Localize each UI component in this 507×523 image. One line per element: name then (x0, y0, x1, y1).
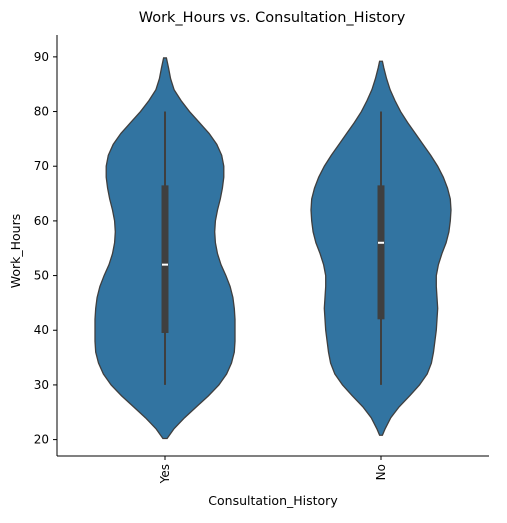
y-tick-label: 40 (34, 323, 49, 337)
y-tick-label: 90 (34, 50, 49, 64)
x-axis: Yes No (57, 455, 489, 484)
x-tick-label-yes: Yes (158, 464, 172, 484)
x-tick-label-no: No (374, 464, 388, 480)
y-axis: 20 30 40 50 60 70 80 90 (34, 35, 58, 456)
violin-iqr-box-yes (161, 185, 169, 333)
y-tick-label: 60 (34, 214, 49, 228)
x-axis-label: Consultation_History (208, 493, 338, 508)
y-tick-label: 70 (34, 159, 49, 173)
y-tick-label: 20 (34, 433, 49, 447)
y-tick-label: 30 (34, 378, 49, 392)
y-tick-label: 50 (34, 269, 49, 283)
y-axis-label: Work_Hours (8, 214, 23, 289)
violins (94, 57, 452, 440)
violin-iqr-box-no (377, 185, 385, 320)
y-tick-label: 80 (34, 105, 49, 119)
chart-title: Work_Hours vs. Consultation_History (139, 10, 406, 26)
